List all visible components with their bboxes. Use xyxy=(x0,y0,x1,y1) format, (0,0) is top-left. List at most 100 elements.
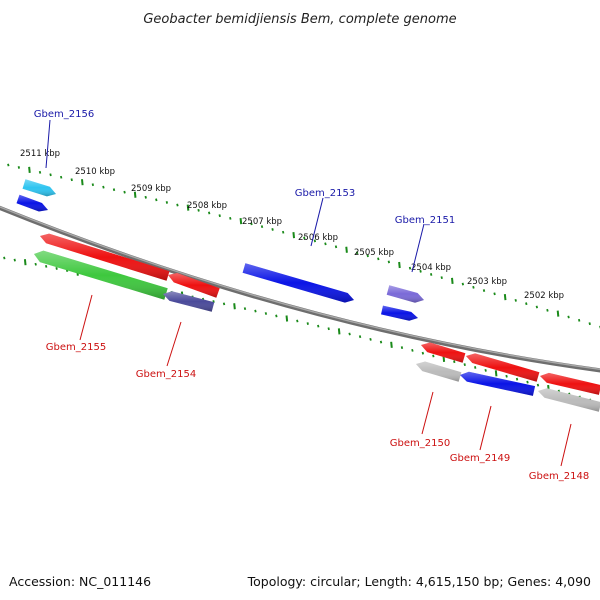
minor-tick xyxy=(70,178,73,182)
gene-label-gbem-2148: Gbem_2148 xyxy=(529,471,589,482)
minor-tick xyxy=(505,374,508,378)
kbp-label: 2505 kbp xyxy=(354,248,394,258)
gene-label-gbem-2151: Gbem_2151 xyxy=(395,215,455,226)
kbp-label: 2506 kbp xyxy=(298,233,338,243)
gene-arrow-gbem-2151 xyxy=(386,285,424,303)
minor-tick xyxy=(526,380,529,384)
major-tick xyxy=(133,191,137,198)
minor-tick xyxy=(102,185,105,189)
major-tick xyxy=(556,310,560,317)
gene-arrow-gbem-2153 xyxy=(242,263,354,303)
minor-tick xyxy=(260,225,264,229)
major-tick xyxy=(186,204,190,211)
minor-tick xyxy=(165,201,169,204)
minor-tick xyxy=(123,190,126,194)
leader-line-gbem-2148 xyxy=(560,423,572,467)
gene-arrow-gbem-2156 xyxy=(22,179,56,197)
minor-tick xyxy=(588,322,591,326)
kbp-label: 2507 kbp xyxy=(242,217,282,227)
kbp-label: 2504 kbp xyxy=(411,263,451,273)
leader-line-gbem-2153 xyxy=(310,197,324,247)
minor-tick xyxy=(13,258,16,262)
minor-tick xyxy=(303,236,306,240)
minor-tick xyxy=(7,163,10,167)
minor-tick xyxy=(525,302,528,306)
minor-tick xyxy=(176,203,179,207)
minor-tick xyxy=(3,256,6,260)
minor-tick xyxy=(306,322,309,325)
minor-tick xyxy=(461,282,465,286)
major-tick xyxy=(239,217,243,225)
major-tick xyxy=(451,277,454,284)
major-tick xyxy=(292,232,296,239)
kbp-label: 2510 kbp xyxy=(75,167,115,177)
major-tick xyxy=(23,259,27,266)
gene-arrow-gbem-2149 xyxy=(460,371,536,396)
minor-tick xyxy=(366,254,369,258)
major-tick xyxy=(503,293,507,301)
gene-leaders xyxy=(45,119,572,467)
minor-tick xyxy=(474,366,477,369)
minor-tick xyxy=(317,324,320,328)
feature-arrow xyxy=(466,353,540,382)
minor-tick xyxy=(440,276,443,280)
minor-tick xyxy=(55,267,58,270)
gene-arrow-gbem-2154 xyxy=(163,291,215,312)
feature-arrow xyxy=(168,273,220,298)
minor-tick xyxy=(254,309,257,313)
gene-arrow-gbem-2155 xyxy=(34,250,168,300)
kbp-label: 2503 kbp xyxy=(467,277,507,287)
minor-tick xyxy=(419,269,422,273)
minor-tick xyxy=(432,354,435,358)
minor-tick xyxy=(536,383,540,387)
minor-tick xyxy=(197,208,200,212)
minor-tick xyxy=(327,327,330,331)
genome-summary-text: Topology: circular; Length: 4,615,150 bp… xyxy=(247,574,591,589)
minor-tick xyxy=(296,319,299,323)
minor-tick xyxy=(324,242,327,246)
leader-line-gbem-2149 xyxy=(479,405,492,451)
minor-tick xyxy=(281,230,285,234)
gene-labels: Gbem_2156 Gbem_2153 Gbem_2151 Gbem_2155 Gbem… xyxy=(34,109,589,482)
feature-arrow xyxy=(421,342,466,363)
minor-tick xyxy=(348,332,351,336)
minor-tick xyxy=(91,183,95,187)
minor-tick xyxy=(411,348,414,352)
leader-line-gbem-2154 xyxy=(166,321,182,367)
minor-tick xyxy=(546,308,549,312)
major-tick xyxy=(345,246,348,253)
feature-arrow xyxy=(40,233,170,281)
minor-tick xyxy=(567,315,570,319)
leader-line-gbem-2151 xyxy=(411,223,425,273)
minor-tick xyxy=(44,264,48,268)
minor-tick xyxy=(34,262,37,266)
minor-tick xyxy=(38,170,42,174)
kbp-label: 2511 kbp xyxy=(20,149,60,159)
minor-tick xyxy=(577,318,581,322)
minor-tick xyxy=(493,292,496,296)
minor-tick xyxy=(484,368,487,372)
minor-tick xyxy=(369,337,372,341)
unlabeled-features xyxy=(16,194,600,395)
feature-arrow xyxy=(381,305,418,321)
minor-tick xyxy=(222,302,226,306)
feature-arrow xyxy=(16,194,48,212)
gene-label-gbem-2155: Gbem_2155 xyxy=(46,342,106,353)
gene-arrows xyxy=(22,179,600,412)
minor-tick xyxy=(408,266,412,270)
minor-tick xyxy=(144,195,147,199)
minor-tick xyxy=(17,166,21,169)
major-tick xyxy=(81,179,84,186)
major-tick xyxy=(337,328,341,335)
genome-backbone xyxy=(0,205,600,373)
kbp-tick-labels: 2511 kbp 2510 kbp 2509 kbp 2508 kbp 2507 kbp… xyxy=(20,149,564,301)
minor-tick xyxy=(355,251,359,255)
minor-tick xyxy=(271,228,274,231)
gene-arrow-gbem-2148 xyxy=(538,388,600,412)
minor-tick xyxy=(379,340,383,344)
minor-tick xyxy=(264,312,268,315)
gene-label-gbem-2154: Gbem_2154 xyxy=(136,369,196,380)
major-tick xyxy=(494,370,498,377)
major-tick xyxy=(285,315,289,322)
gene-label-gbem-2149: Gbem_2149 xyxy=(450,453,510,464)
